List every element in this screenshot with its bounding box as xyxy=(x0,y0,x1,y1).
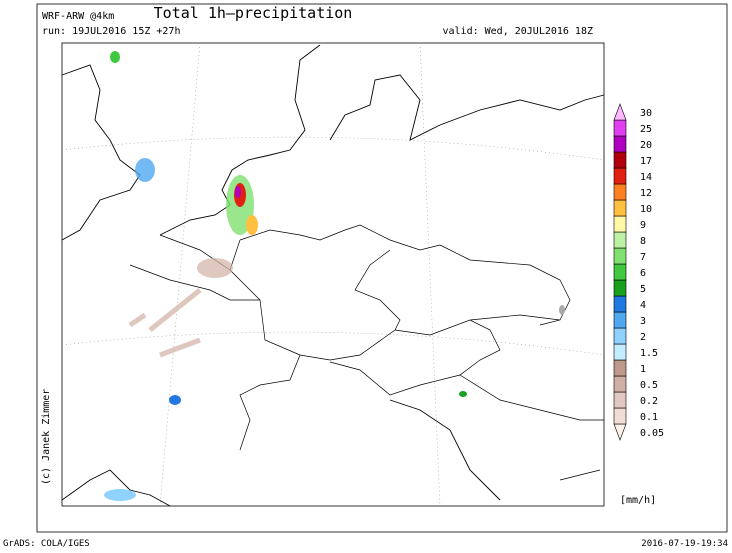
credit: (c) Janek Zimmer xyxy=(41,389,52,485)
footer-left: GrADS: COLA/IGES xyxy=(3,539,90,549)
legend-swatch xyxy=(613,167,627,185)
legend-label: 3 xyxy=(640,316,646,327)
legend: 0.05 0.1 0.2 0.5 1 1.5 2 3 4 5 6 7 8 9 10 12 14 17 20 25 30 xyxy=(613,103,664,441)
legend-swatch xyxy=(613,327,627,345)
legend-label: 10 xyxy=(640,204,652,215)
map xyxy=(61,42,605,507)
legend-swatch xyxy=(613,311,627,329)
legend-label: 6 xyxy=(640,268,646,279)
precip-area xyxy=(135,158,155,182)
legend-label: 7 xyxy=(640,252,646,263)
legend-swatch xyxy=(613,295,627,313)
model-label: WRF-ARW @4km xyxy=(42,11,114,22)
country-border xyxy=(129,224,604,451)
legend-swatch xyxy=(613,231,627,249)
legend-label: 25 xyxy=(640,124,652,135)
coastline xyxy=(159,44,605,236)
legend-swatch xyxy=(613,391,627,409)
legend-label: 4 xyxy=(640,300,646,311)
precip-area xyxy=(104,489,136,501)
legend-label: 12 xyxy=(640,188,652,199)
legend-label: 14 xyxy=(640,172,652,183)
legend-label: 0.5 xyxy=(640,380,658,391)
legend-swatch xyxy=(613,279,627,297)
legend-swatch xyxy=(613,215,627,233)
coastline xyxy=(61,399,601,507)
legend-label: 8 xyxy=(640,236,646,247)
legend-swatch xyxy=(613,183,627,201)
precip-core xyxy=(246,215,258,235)
precip-core xyxy=(235,186,241,198)
footer-right: 2016-07-19-19:34 xyxy=(641,539,728,549)
legend-label: 20 xyxy=(640,140,652,151)
legend-swatch xyxy=(613,103,627,121)
precipitation xyxy=(104,51,565,501)
legend-swatch xyxy=(613,199,627,217)
legend-swatch xyxy=(613,135,627,153)
legend-unit: [mm/h] xyxy=(620,495,656,506)
precip-area xyxy=(459,391,467,397)
map-frame xyxy=(61,42,605,507)
legend-swatch xyxy=(613,119,627,137)
run-label: run: 19JUL2016 15Z +27h xyxy=(42,26,180,37)
precip-area xyxy=(110,51,120,63)
legend-swatch xyxy=(613,343,627,361)
legend-label: 1 xyxy=(640,364,646,375)
legend-label: 0.1 xyxy=(640,412,658,423)
legend-label: 0.05 xyxy=(640,428,664,439)
legend-label: 1.5 xyxy=(640,348,658,359)
legend-label: 9 xyxy=(640,220,646,231)
precip-area xyxy=(197,258,233,278)
valid-label: valid: Wed, 20JUL2016 18Z xyxy=(442,26,593,37)
title: Total 1h–precipitation xyxy=(154,4,353,22)
precip-band xyxy=(128,288,202,358)
legend-swatch xyxy=(613,375,627,393)
coastline xyxy=(61,64,141,241)
legend-label: 0.2 xyxy=(640,396,658,407)
legend-swatch xyxy=(613,423,627,441)
legend-label: 30 xyxy=(640,108,652,119)
precip-area xyxy=(169,395,181,405)
legend-swatch xyxy=(613,407,627,425)
legend-label: 17 xyxy=(640,156,652,167)
legend-swatch xyxy=(613,247,627,265)
frame xyxy=(36,3,728,533)
legend-swatch xyxy=(613,151,627,169)
legend-swatch xyxy=(613,263,627,281)
legend-label: 2 xyxy=(640,332,646,343)
legend-swatch xyxy=(613,359,627,377)
legend-label: 5 xyxy=(640,284,646,295)
precip-area xyxy=(559,305,565,315)
